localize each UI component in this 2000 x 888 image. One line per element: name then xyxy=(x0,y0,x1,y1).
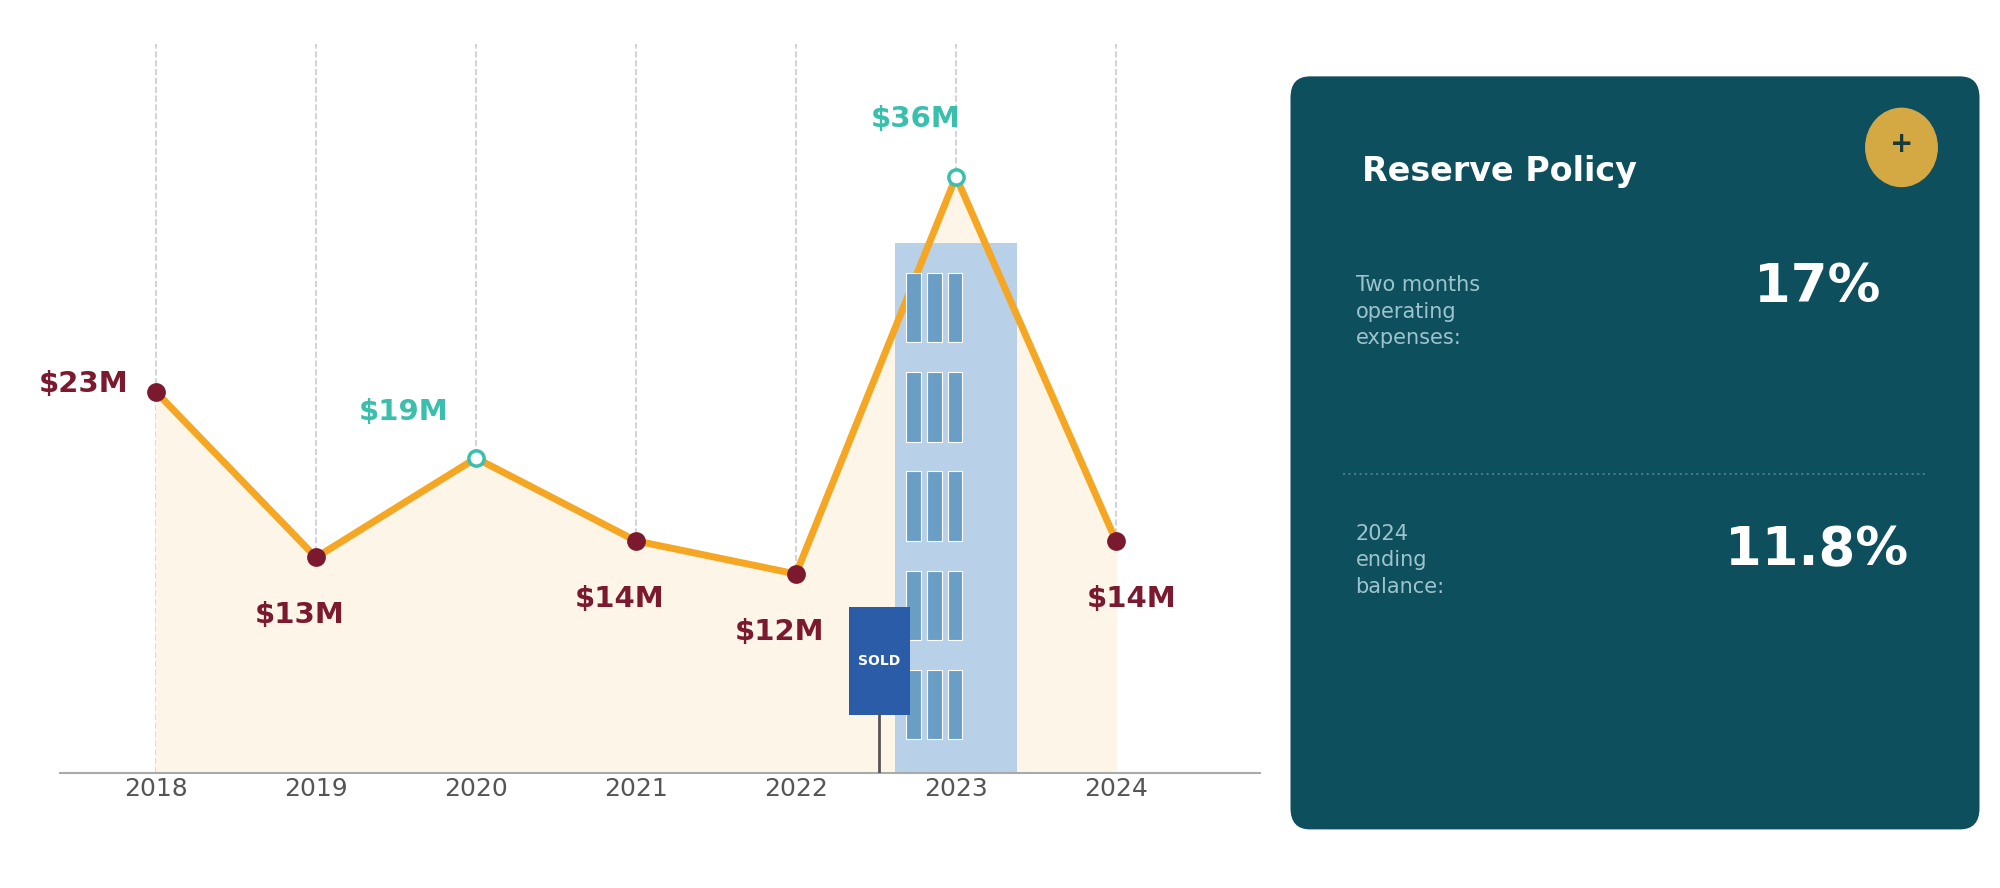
Polygon shape xyxy=(896,243,1016,773)
Polygon shape xyxy=(906,472,920,541)
Text: $23M: $23M xyxy=(40,369,128,398)
Polygon shape xyxy=(928,571,942,640)
Polygon shape xyxy=(928,472,942,541)
Polygon shape xyxy=(906,571,920,640)
Text: $14M: $14M xyxy=(576,585,664,613)
Text: 11.8%: 11.8% xyxy=(1726,524,1908,576)
Text: +: + xyxy=(1890,130,1914,158)
Polygon shape xyxy=(906,670,920,740)
Polygon shape xyxy=(906,372,920,441)
Polygon shape xyxy=(928,670,942,740)
Polygon shape xyxy=(948,670,962,740)
Text: Two months
operating
expenses:: Two months operating expenses: xyxy=(1356,275,1480,348)
Polygon shape xyxy=(848,607,910,715)
Text: SOLD: SOLD xyxy=(858,654,900,668)
Polygon shape xyxy=(948,273,962,342)
Text: $19M: $19M xyxy=(360,398,448,425)
Text: $12M: $12M xyxy=(736,618,824,646)
Polygon shape xyxy=(906,273,920,342)
Text: 2024
ending
balance:: 2024 ending balance: xyxy=(1356,524,1444,597)
Text: 17%: 17% xyxy=(1754,261,1880,313)
Polygon shape xyxy=(948,571,962,640)
Polygon shape xyxy=(948,472,962,541)
FancyBboxPatch shape xyxy=(1290,76,1980,829)
Text: $36M: $36M xyxy=(872,105,960,133)
Text: Reserve Policy: Reserve Policy xyxy=(1362,155,1636,187)
Circle shape xyxy=(1866,108,1938,186)
Polygon shape xyxy=(928,372,942,441)
Polygon shape xyxy=(928,273,942,342)
Text: $13M: $13M xyxy=(256,601,344,630)
Text: $14M: $14M xyxy=(1088,585,1176,613)
Polygon shape xyxy=(948,372,962,441)
